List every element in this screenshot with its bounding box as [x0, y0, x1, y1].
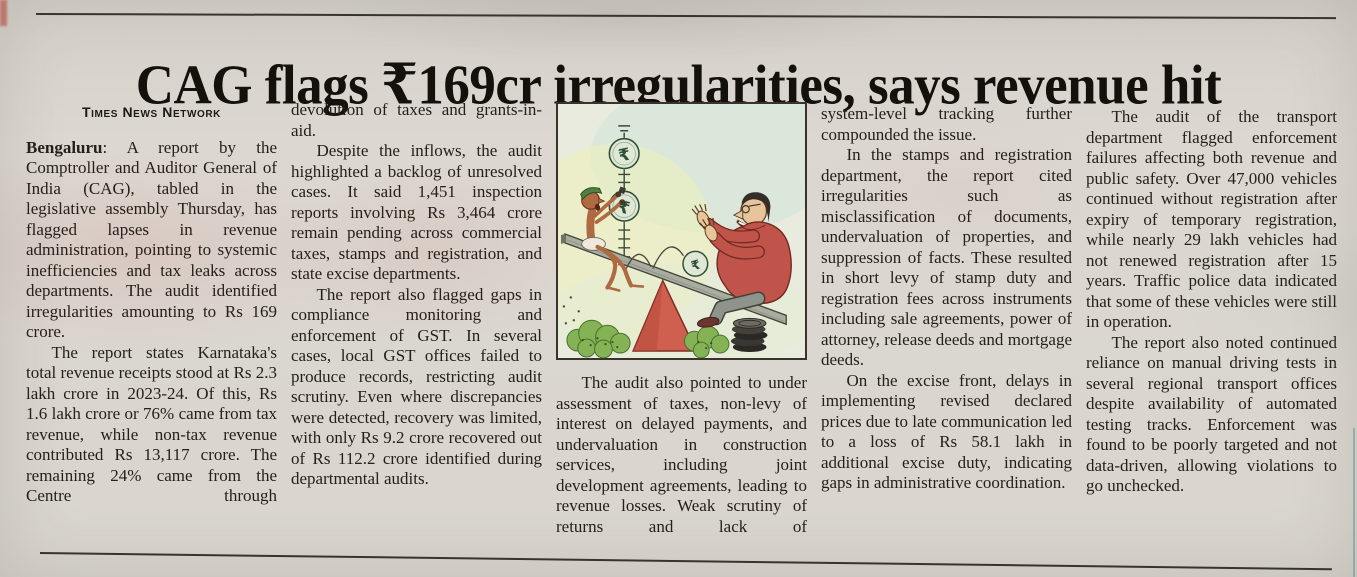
paragraph-text: The report also flagged gaps in complian…	[291, 284, 542, 489]
seesaw-fulcrum	[631, 278, 698, 352]
coin-stack	[730, 317, 768, 353]
news-paragraph: On the excise front, delays in implement…	[821, 371, 1072, 494]
open-hand	[699, 217, 718, 242]
byline: Times News Network	[81, 104, 222, 120]
page-edge-teal-mark	[1353, 428, 1355, 577]
shoe	[696, 316, 720, 328]
column-1: Times News Network Bengaluru: A report b…	[26, 99, 277, 559]
paragraph-text: devolution of taxes and grants-in-aid.	[291, 100, 542, 140]
rupee-symbol: ₹	[617, 143, 633, 165]
poor-man-arm	[594, 201, 623, 224]
paragraph-text: : A report by the Comptroller and Audito…	[26, 137, 277, 342]
poor-man	[580, 186, 645, 292]
news-paragraph: The report states Karnataka's total reve…	[26, 343, 277, 507]
glasses	[741, 205, 750, 214]
paragraph-text: The audit of the transport department fl…	[1086, 107, 1337, 331]
paragraph-text: system-level tracking further compounded…	[821, 104, 1072, 144]
nose	[732, 209, 744, 220]
open-mouth	[594, 203, 601, 211]
coin-rod	[618, 125, 631, 269]
gray-trousers	[710, 293, 764, 324]
article-columns: Times News Network Bengaluru: A report b…	[26, 99, 1337, 567]
news-paragraph: The report also noted continued reliance…	[1086, 333, 1337, 497]
paragraph-text: In the stamps and registration departmen…	[821, 145, 1072, 369]
rupee-coin: ₹	[608, 137, 640, 170]
news-paragraph: devolution of taxes and grants-in-aid.	[291, 100, 542, 141]
bush-left	[566, 319, 631, 358]
editorial-cartoon: ₹ ₹	[556, 102, 807, 360]
news-paragraph: In the stamps and registration departmen…	[821, 145, 1072, 371]
news-paragraph: system-level tracking further compounded…	[821, 104, 1072, 145]
page-edge-red-mark	[0, 0, 7, 26]
news-paragraph: Bengaluru: A report by the Comptroller a…	[26, 138, 277, 343]
rupee-symbol: ₹	[690, 258, 703, 275]
grabbed-coin	[618, 186, 627, 195]
column-2: devolution of taxes and grants-in-aid. D…	[291, 100, 542, 560]
paragraph-text: The audit also pointed to under assessme…	[556, 373, 807, 536]
news-paragraph: Despite the inflows, the audit highlight…	[291, 141, 542, 285]
poor-man-leg	[599, 246, 634, 288]
seesaw-cartoon-svg: ₹ ₹	[558, 104, 805, 358]
column-4: system-level tracking further compounded…	[821, 104, 1072, 564]
paragraph-text: The report states Karnataka's total reve…	[26, 342, 277, 506]
bush-center	[683, 325, 730, 358]
poor-man-arm	[592, 194, 619, 219]
green-cap	[580, 187, 603, 201]
column-5: The audit of the transport department fl…	[1086, 107, 1337, 567]
bounce-trajectory	[625, 246, 685, 269]
paragraph-text: The report also noted continued reliance…	[1086, 332, 1337, 496]
news-paragraph: The audit also pointed to under assessme…	[556, 373, 807, 537]
sleeve	[709, 232, 764, 259]
paragraph-text: Despite the inflows, the audit highlight…	[291, 141, 542, 283]
news-paragraph: The audit of the transport department fl…	[1086, 107, 1337, 333]
rupee-coin: ₹	[608, 190, 640, 222]
rich-man	[691, 192, 792, 328]
top-rule	[35, 13, 1336, 20]
rupee-coin-bouncing: ₹	[682, 250, 709, 277]
dateline: Bengaluru	[26, 137, 103, 157]
column-3: ₹ ₹	[556, 100, 807, 560]
paragraph-text: On the excise front, delays in implement…	[821, 370, 1072, 493]
news-paragraph: The report also flagged gaps in complian…	[291, 285, 542, 490]
